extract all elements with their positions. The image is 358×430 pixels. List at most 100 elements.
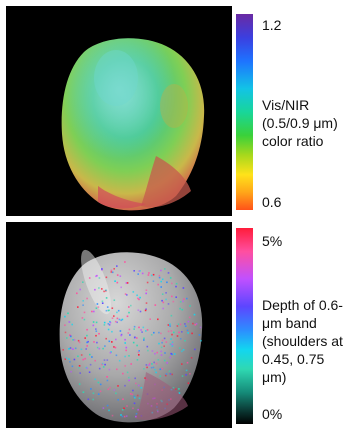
speckle (72, 339, 74, 341)
speckle (93, 310, 95, 313)
color-ratio-max-label: 1.2 (262, 17, 282, 33)
speckle (114, 280, 116, 282)
speckle (118, 318, 121, 321)
speckle (161, 367, 164, 370)
speckle (158, 331, 160, 334)
speckle (182, 300, 184, 303)
speckle (82, 300, 84, 302)
speckle (113, 315, 115, 317)
speckle (160, 269, 162, 272)
speckle (106, 376, 108, 378)
speckle (193, 313, 196, 316)
speckle (105, 289, 107, 292)
speckle (106, 359, 109, 361)
speckle (154, 352, 156, 355)
speckle (160, 354, 163, 356)
speckle (108, 309, 110, 312)
speckle (169, 323, 171, 325)
asteroid-color-ratio-image (61, 38, 205, 211)
speckle (153, 331, 155, 334)
speckle (86, 334, 88, 337)
speckle (147, 349, 149, 352)
speckle (82, 358, 84, 361)
speckle (157, 359, 160, 361)
speckle (167, 324, 170, 326)
speckle (92, 321, 95, 323)
speckle (96, 303, 99, 305)
speckle (73, 339, 76, 341)
color-ratio-description: Vis/NIR (0.5/0.9 μm) color ratio (262, 97, 338, 149)
speckle (132, 407, 134, 410)
speckle (127, 332, 130, 334)
speckle (135, 415, 137, 418)
speckle (101, 288, 103, 290)
speckle (164, 352, 166, 354)
speckle (92, 392, 95, 395)
speckle (78, 367, 80, 369)
speckle (116, 265, 118, 267)
speckle (139, 296, 141, 299)
speckle (147, 274, 150, 276)
speckle (111, 341, 113, 343)
speckle (178, 392, 181, 394)
speckle (144, 309, 147, 312)
speckle (86, 367, 88, 369)
speckle (125, 346, 128, 349)
speckle (139, 310, 142, 313)
speckle (171, 345, 174, 347)
asteroid-band-depth-image (59, 249, 203, 423)
speckle (142, 326, 145, 329)
speckle (116, 274, 119, 276)
speckle (118, 359, 121, 362)
speckle (137, 351, 140, 354)
speckle (157, 318, 159, 321)
speckle (145, 302, 148, 304)
speckle (134, 336, 136, 338)
speckle (154, 368, 156, 371)
speckle (184, 339, 186, 342)
speckle (173, 353, 176, 355)
speckle (89, 353, 91, 356)
speckle (182, 287, 185, 289)
speckle (65, 357, 68, 359)
speckle (171, 333, 173, 336)
speckle (120, 333, 123, 336)
speckle (136, 294, 138, 297)
speckle (171, 343, 174, 346)
speckle (68, 321, 70, 323)
speckle (135, 382, 137, 385)
speckle (116, 321, 118, 324)
speckle (108, 368, 111, 371)
speckle (128, 355, 130, 357)
speckle (99, 390, 102, 393)
speckle (126, 294, 128, 296)
speckle (111, 307, 114, 309)
speckle (146, 366, 148, 369)
speckle (166, 281, 168, 284)
speckle (116, 317, 119, 320)
speckle (102, 407, 105, 409)
speckle (145, 364, 148, 366)
speckle (175, 296, 177, 298)
speckle (121, 318, 124, 321)
speckle (113, 346, 115, 348)
speckle (170, 314, 173, 317)
speckle (179, 338, 182, 340)
speckle (117, 399, 119, 401)
color-ratio-map-panel (6, 6, 232, 216)
speckle (133, 325, 136, 328)
band-depth-description: Depth of 0.6- μm band (shoulders at 0.45… (262, 297, 343, 385)
speckle (77, 339, 80, 342)
speckle (187, 332, 189, 334)
speckle (179, 301, 182, 303)
speckle (171, 341, 174, 343)
speckle (191, 332, 193, 335)
speckle (124, 342, 126, 344)
speckle (165, 298, 167, 301)
speckle (97, 393, 100, 395)
speckle (138, 350, 140, 352)
speckle (113, 268, 115, 270)
speckle (111, 414, 114, 417)
speckle (119, 275, 122, 277)
speckle (132, 291, 135, 293)
